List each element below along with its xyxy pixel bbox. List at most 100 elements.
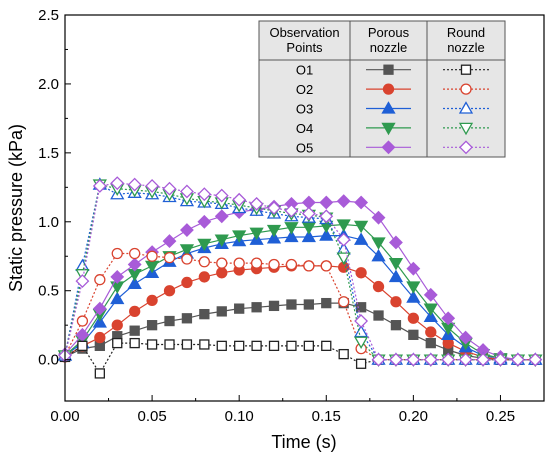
- data-point-o2-round: [146, 250, 158, 262]
- data-point-o5-round: [301, 206, 316, 221]
- series-line-o3-porous: [64, 235, 536, 361]
- data-point-o4-porous: [197, 238, 212, 252]
- data-point-o3-porous: [284, 229, 299, 243]
- data-point-o2-round: [129, 247, 141, 260]
- data-point-o5-round: [127, 177, 142, 192]
- x-axis: 0.00 0.05 0.10 0.15 0.20 0.25: [50, 395, 545, 425]
- data-point-o1-round: [129, 337, 140, 349]
- data-point-o1-porous: [321, 297, 332, 309]
- data-point-o4-porous: [336, 219, 351, 232]
- data-point-o1-porous: [129, 325, 140, 336]
- data-point-o5-round: [319, 209, 334, 224]
- data-point-o5-porous: [458, 330, 473, 345]
- data-point-o2-porous: [198, 271, 210, 283]
- data-point-o1-porous: [146, 320, 158, 331]
- data-point-o3-porous: [406, 290, 421, 303]
- data-point-o2-round: [233, 257, 245, 269]
- data-point-o2-round: [216, 257, 228, 269]
- data-point-o5-round: [284, 203, 299, 218]
- data-point-o1-round: [321, 340, 332, 352]
- data-point-o5-porous: [336, 194, 351, 209]
- data-point-o5-porous: [354, 195, 369, 210]
- data-point-o3-porous: [371, 248, 386, 262]
- x-tick-label: 0.10: [225, 408, 254, 425]
- data-point-o1-round: [94, 368, 105, 379]
- y-tick-label: 2.5: [38, 7, 59, 24]
- legend-marker-o1-porous: [383, 64, 394, 75]
- data-point-o3-porous: [92, 315, 107, 328]
- data-point-o1-porous: [199, 308, 210, 320]
- legend-marker-o2-porous: [382, 83, 395, 95]
- data-point-o4-porous: [406, 281, 421, 294]
- data-point-o2-round: [181, 253, 193, 265]
- data-point-o2-porous: [111, 319, 123, 331]
- legend-row-label: O3: [296, 102, 313, 117]
- data-point-o5-porous: [319, 195, 334, 210]
- legend-header-label: Round: [447, 25, 485, 40]
- data-point-o4-porous: [284, 222, 299, 235]
- data-point-o1-porous: [303, 299, 315, 310]
- data-point-o5-porous: [214, 209, 229, 224]
- legend-marker-o2-round: [460, 83, 472, 95]
- plot-frame: [64, 14, 545, 402]
- legend-marker-o3-porous: [381, 101, 396, 114]
- data-point-o5-round: [145, 179, 160, 193]
- data-point-o2-porous: [407, 312, 420, 324]
- legend-table: ObservationPointsPorousnozzleRoundnozzle…: [258, 20, 506, 158]
- data-point-o1-porous: [181, 313, 193, 324]
- data-point-o3-porous: [423, 309, 438, 323]
- data-point-o2-porous: [181, 276, 193, 289]
- data-point-o1-porous: [268, 300, 280, 312]
- y-axis: 0.0 0.5 1.0 1.5 2.0 2.5: [38, 7, 71, 369]
- legend-header-label: nozzle: [370, 40, 408, 55]
- data-point-o2-round: [303, 260, 315, 272]
- data-point-o5-porous: [110, 270, 125, 284]
- data-point-o2-round: [111, 247, 123, 260]
- series-line-o4-porous: [64, 223, 536, 361]
- data-point-o5-round: [493, 352, 508, 367]
- data-point-o4-porous: [301, 222, 316, 235]
- data-point-o2-porous: [372, 280, 385, 293]
- data-point-o5-porous: [197, 214, 212, 229]
- legend-row-label: O2: [296, 82, 313, 97]
- legend-marker-o5-round: [459, 140, 473, 155]
- data-point-o1-round: [164, 339, 175, 350]
- data-point-o5-round: [232, 192, 247, 207]
- data-point-o2-round: [338, 296, 350, 308]
- data-point-o1-round: [355, 358, 367, 369]
- data-point-o2-round: [76, 315, 89, 327]
- data-point-o1-porous: [355, 302, 367, 313]
- series-line-o2-porous: [64, 265, 536, 361]
- data-point-o5-round: [476, 352, 490, 367]
- series-layer: [57, 176, 543, 379]
- data-point-o4-porous: [388, 257, 404, 271]
- data-point-o5-porous: [180, 223, 194, 237]
- data-point-o5-porous: [162, 234, 177, 249]
- data-point-o5-round: [180, 184, 194, 199]
- data-point-o5-porous: [423, 287, 438, 302]
- data-point-o1-porous: [286, 299, 297, 310]
- data-point-o5-porous: [92, 301, 107, 316]
- data-point-o5-porous: [127, 257, 142, 272]
- legend-marker-o4-porous: [381, 122, 396, 136]
- data-point-o4-porous: [214, 234, 229, 248]
- data-point-o5-porous: [441, 311, 456, 326]
- legend-header-label: Porous: [368, 25, 410, 40]
- y-axis-title: Static pressure (kPa): [6, 124, 26, 292]
- data-point-o5-round: [458, 352, 473, 367]
- y-tick-label: 2.0: [38, 76, 59, 93]
- data-point-o1-round: [251, 340, 262, 352]
- data-point-o2-round: [320, 260, 332, 272]
- x-tick-label: 0.20: [399, 408, 428, 425]
- data-point-o5-round: [354, 314, 369, 328]
- data-point-o5-round: [389, 352, 403, 367]
- data-point-o5-round: [510, 352, 525, 367]
- data-point-o1-round: [146, 339, 158, 350]
- legend-header-label: Observation: [269, 25, 339, 40]
- data-point-o3-porous: [110, 291, 125, 305]
- legend-header-label: nozzle: [447, 40, 485, 55]
- data-point-o5-round: [371, 352, 386, 367]
- legend-marker-o5-porous: [381, 140, 396, 155]
- data-point-o5-round: [528, 352, 543, 367]
